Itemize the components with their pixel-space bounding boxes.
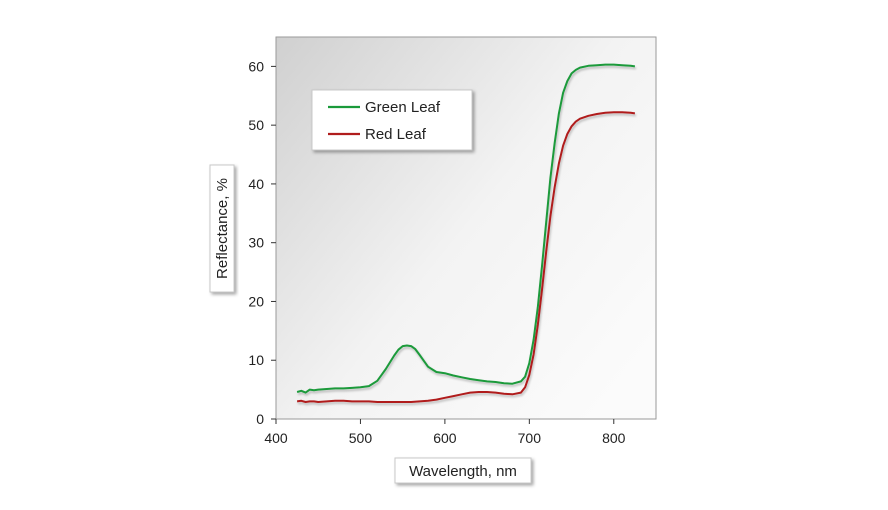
y-tick-label: 60 xyxy=(248,58,264,74)
series-line-green-leaf xyxy=(296,63,636,394)
y-axis-title-box: Reflectance, % xyxy=(209,164,235,293)
series-line-red-leaf xyxy=(296,111,636,403)
y-tick-label: 0 xyxy=(256,411,264,427)
axes: 400 500 600 700 800 0 10 20 30 40 50 60 xyxy=(248,58,625,446)
x-tick-label: 700 xyxy=(518,430,542,446)
x-tick-label: 600 xyxy=(433,430,457,446)
legend-label-green-leaf: Green Leaf xyxy=(365,99,441,116)
y-axis-title: Reflectance, % xyxy=(214,178,231,279)
series-layer xyxy=(296,63,636,403)
y-tick-label: 20 xyxy=(248,293,264,309)
y-tick-label: 50 xyxy=(248,117,264,133)
legend-label-red-leaf: Red Leaf xyxy=(365,126,427,143)
x-axis-title-box: Wavelength, nm xyxy=(394,457,532,484)
legend: Green Leaf Red Leaf xyxy=(311,89,473,151)
x-tick-label: 500 xyxy=(349,430,373,446)
x-axis-title: Wavelength, nm xyxy=(409,463,517,480)
x-tick-label: 800 xyxy=(602,430,626,446)
y-tick-label: 10 xyxy=(248,352,264,368)
y-tick-label: 40 xyxy=(248,176,264,192)
y-tick-label: 30 xyxy=(248,235,264,251)
x-tick-label: 400 xyxy=(264,430,288,446)
